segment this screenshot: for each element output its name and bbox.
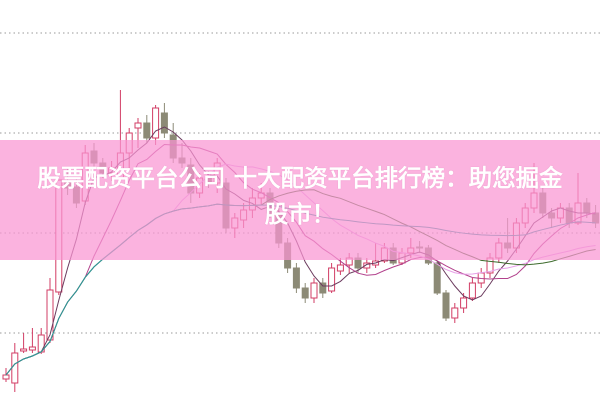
candle-body — [160, 112, 168, 134]
candle — [28, 328, 36, 353]
title-line-1: 股票配资平台公司 十大配资平台排行榜：助您掘金 — [37, 164, 563, 192]
candle-body — [28, 346, 36, 351]
candle-body — [292, 267, 300, 289]
title-line-2: 股市！ — [264, 200, 336, 228]
candle — [319, 278, 327, 298]
candle-body — [2, 374, 10, 380]
candle-body — [152, 107, 160, 139]
candle — [301, 283, 309, 303]
candle-body — [143, 122, 151, 139]
candle — [451, 303, 459, 323]
candle-body — [433, 262, 441, 294]
candle — [20, 333, 28, 353]
candle — [46, 278, 54, 343]
candle-body — [460, 297, 468, 309]
candle-body — [363, 262, 371, 269]
candle-body — [20, 348, 28, 352]
candle — [468, 278, 476, 301]
candle-body — [310, 282, 318, 299]
candle-body — [319, 282, 327, 294]
candle — [336, 258, 344, 275]
candle — [442, 290, 450, 321]
candle — [328, 263, 336, 293]
candle-body — [46, 289, 54, 341]
title-banner — [0, 140, 600, 260]
candle-body — [11, 352, 19, 384]
candle-body — [301, 287, 309, 299]
candle — [292, 263, 300, 293]
candle-body — [134, 122, 142, 129]
chart-title: 股票配资平台公司 十大配资平台排行榜：助您掘金 股市！ — [0, 160, 600, 232]
candle-body — [451, 307, 459, 319]
candle — [152, 105, 160, 145]
candle-body — [336, 264, 344, 272]
candle-body — [442, 292, 450, 319]
candle — [11, 343, 19, 392]
candle — [363, 258, 371, 273]
candle-body — [328, 267, 336, 292]
candle — [433, 261, 441, 295]
candle-body — [468, 282, 476, 299]
candle — [143, 115, 151, 143]
candle — [310, 278, 318, 303]
candle — [160, 103, 168, 138]
